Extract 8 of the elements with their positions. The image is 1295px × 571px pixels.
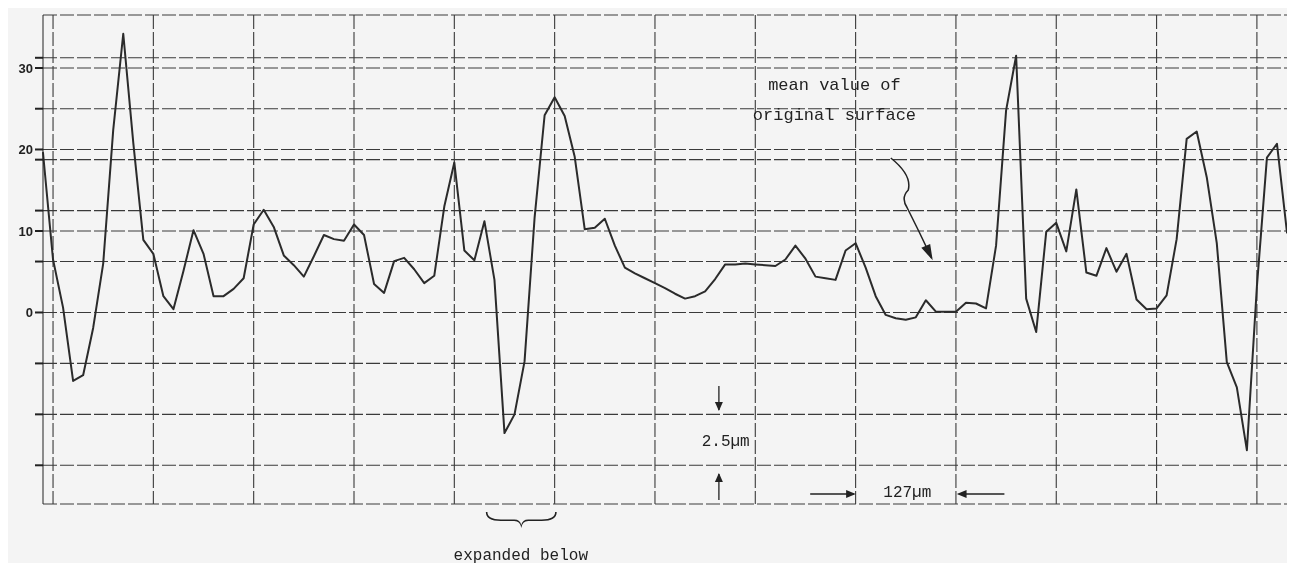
annotation: 2.5µm (701, 433, 750, 451)
annotation: 127µm (883, 484, 932, 502)
y-tick-label: 30 (18, 60, 33, 76)
text: expanded below (453, 547, 589, 565)
y-tick-label: 10 (18, 223, 33, 239)
y-tick-label: 0 (25, 305, 33, 321)
annotation: mean value of original surface (752, 76, 917, 125)
y-tick-label: 20 (18, 142, 33, 158)
